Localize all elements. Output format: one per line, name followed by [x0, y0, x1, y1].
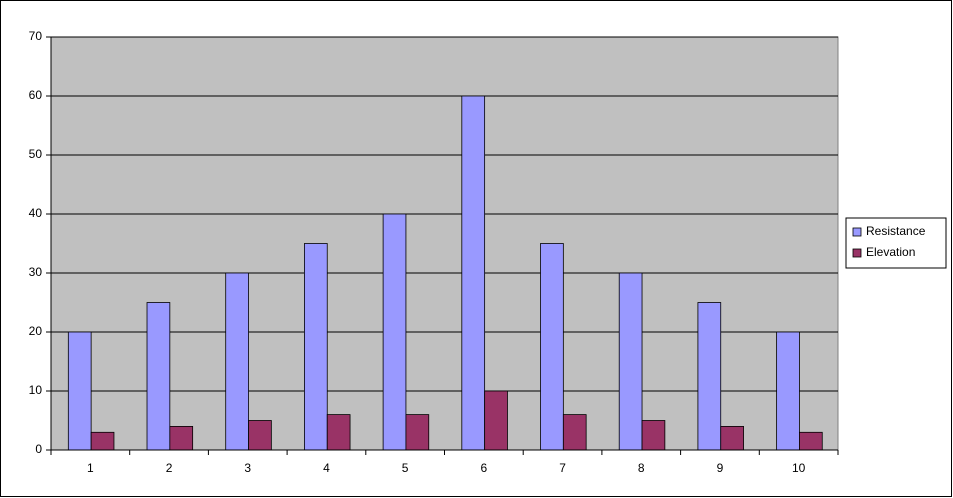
bar [90, 431, 115, 451]
legend-label: Resistance [866, 224, 926, 238]
y-tick-label: 40 [29, 206, 43, 220]
x-tick-label: 8 [638, 461, 645, 475]
bar [382, 213, 407, 451]
bar [146, 302, 171, 451]
y-tick-label: 10 [29, 383, 43, 397]
bar [540, 243, 564, 451]
bar [697, 302, 722, 451]
bar [562, 414, 587, 451]
y-tick-label: 50 [29, 147, 43, 161]
bar [484, 390, 508, 451]
bar [618, 272, 643, 451]
bar [248, 420, 272, 451]
x-tick-label: 4 [323, 461, 330, 475]
x-tick-label: 7 [559, 461, 566, 475]
y-tick-label: 30 [29, 265, 43, 279]
bar [326, 414, 351, 451]
bar [799, 431, 823, 451]
bar [225, 272, 249, 451]
x-tick-label: 3 [244, 461, 251, 475]
bar [405, 414, 430, 451]
y-tick-label: 0 [35, 442, 42, 456]
y-tick-label: 70 [29, 29, 43, 43]
bar [776, 331, 800, 451]
bar [67, 331, 92, 451]
y-tick-label: 20 [29, 324, 43, 338]
bar [169, 425, 194, 451]
legend-swatch [852, 248, 862, 258]
y-tick-label: 60 [29, 88, 43, 102]
x-tick-label: 9 [717, 461, 724, 475]
x-tick-label: 10 [792, 461, 806, 475]
x-tick-label: 6 [481, 461, 488, 475]
bar [304, 243, 328, 451]
x-tick-label: 2 [166, 461, 173, 475]
bar [720, 425, 744, 451]
bar [461, 95, 486, 451]
bar [641, 420, 666, 451]
legend-label: Elevation [866, 245, 915, 259]
x-tick-label: 5 [402, 461, 409, 475]
legend-box [845, 217, 947, 269]
x-tick-label: 1 [87, 461, 94, 475]
legend-swatch [852, 227, 862, 237]
